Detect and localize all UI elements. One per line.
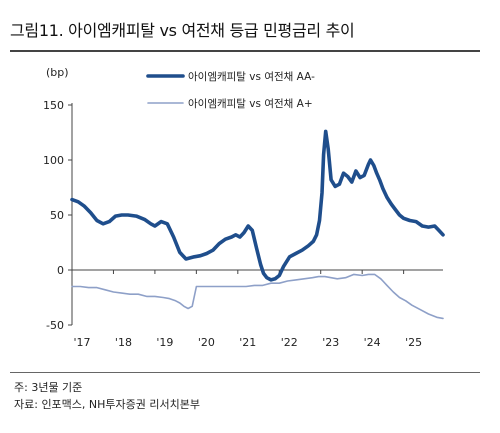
- note-text: 주: 3년물 기준: [14, 381, 83, 394]
- series-layer: [70, 129, 445, 320]
- series-line-a-plus: [71, 273, 444, 320]
- title-divider: [10, 50, 480, 52]
- line-chart: (bp) -50 0 50 100 150 '17 '18 '19 '20 '21 '22 '23 '24…: [43, 66, 445, 349]
- y-tick-label: 0: [57, 264, 64, 277]
- legend-label: 아이엠캐피탈 vs 여전채 A+: [188, 97, 313, 110]
- footer-divider: [10, 372, 480, 373]
- series-line-aa-minus: [70, 129, 445, 282]
- y-unit-label: (bp): [46, 66, 69, 79]
- x-tick-label: '23: [322, 336, 339, 349]
- x-tick-label: '19: [156, 336, 173, 349]
- chart-notes: 주: 3년물 기준 자료: 인포맥스, NH투자증권 리서치본부: [14, 379, 200, 413]
- chart-title: 그림11. 아이엠캐피탈 vs 여전채 등급 민평금리 추이: [10, 21, 355, 40]
- y-tick-label: -50: [46, 319, 64, 332]
- x-tick-label: '17: [73, 336, 90, 349]
- x-tick-label: '21: [239, 336, 256, 349]
- legend: 아이엠캐피탈 vs 여전채 AA- 아이엠캐피탈 vs 여전채 A+: [146, 70, 315, 110]
- x-tick-label: '25: [405, 336, 422, 349]
- x-tick-label: '18: [115, 336, 132, 349]
- source-text: 자료: 인포맥스, NH투자증권 리서치본부: [14, 398, 200, 411]
- x-tick-label: '20: [198, 336, 215, 349]
- legend-label: 아이엠캐피탈 vs 여전채 AA-: [188, 70, 315, 83]
- axes: (bp) -50 0 50 100 150 '17 '18 '19 '20 '21 '22 '23 '24…: [43, 66, 443, 349]
- y-tick-label: 50: [50, 209, 64, 222]
- x-tick-label: '22: [281, 336, 298, 349]
- y-tick-label: 150: [43, 99, 64, 112]
- title-bar: 그림11. 아이엠캐피탈 vs 여전채 등급 민평금리 추이: [10, 10, 480, 48]
- x-tick-label: '24: [364, 336, 381, 349]
- y-tick-label: 100: [43, 154, 64, 167]
